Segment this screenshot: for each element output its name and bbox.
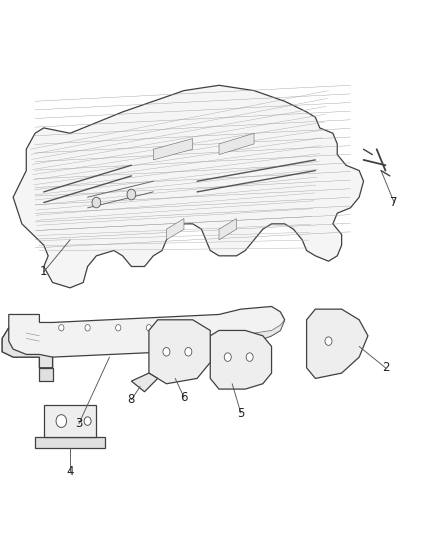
Polygon shape — [219, 133, 254, 155]
Polygon shape — [39, 368, 53, 381]
Polygon shape — [307, 309, 368, 378]
Polygon shape — [13, 85, 364, 288]
Polygon shape — [210, 330, 272, 389]
Polygon shape — [153, 139, 193, 160]
Circle shape — [92, 197, 101, 208]
Text: 1: 1 — [40, 265, 48, 278]
Polygon shape — [219, 219, 237, 240]
Circle shape — [163, 348, 170, 356]
Circle shape — [116, 325, 121, 331]
Circle shape — [246, 353, 253, 361]
Text: 6: 6 — [180, 391, 188, 403]
Text: 8: 8 — [128, 393, 135, 406]
Text: 7: 7 — [390, 196, 398, 209]
Circle shape — [146, 325, 152, 331]
Polygon shape — [149, 320, 210, 384]
Text: 5: 5 — [237, 407, 244, 419]
Circle shape — [325, 337, 332, 345]
Circle shape — [224, 353, 231, 361]
Polygon shape — [2, 328, 53, 368]
Polygon shape — [44, 405, 96, 437]
Circle shape — [56, 415, 67, 427]
Text: 3: 3 — [75, 417, 82, 430]
Circle shape — [59, 325, 64, 331]
Text: 4: 4 — [66, 465, 74, 478]
Text: 2: 2 — [381, 361, 389, 374]
Polygon shape — [131, 373, 158, 392]
Polygon shape — [35, 437, 105, 448]
Polygon shape — [2, 306, 285, 368]
Circle shape — [127, 189, 136, 200]
Polygon shape — [228, 320, 285, 349]
Circle shape — [173, 325, 178, 331]
Polygon shape — [166, 219, 184, 240]
Circle shape — [84, 417, 91, 425]
Circle shape — [185, 348, 192, 356]
Circle shape — [85, 325, 90, 331]
